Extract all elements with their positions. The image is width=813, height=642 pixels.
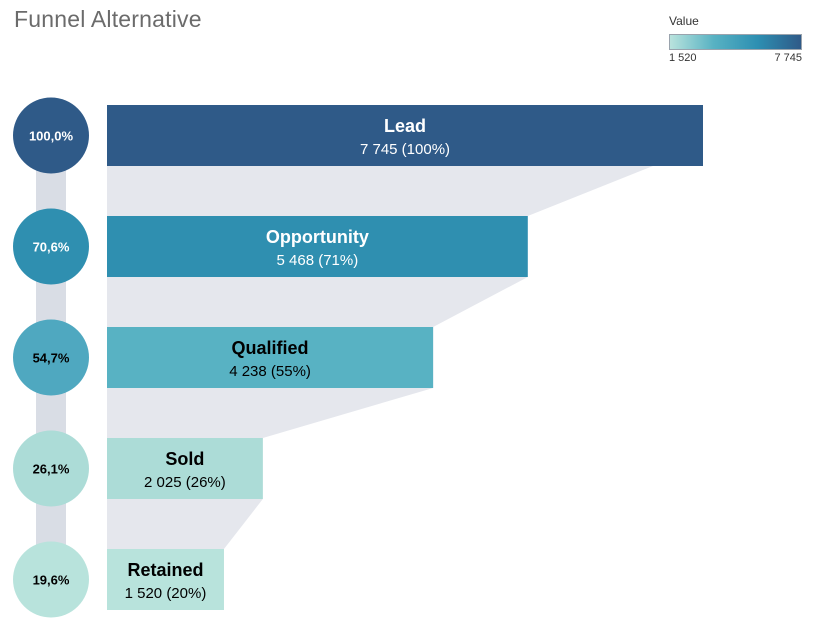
- percent-circle-retained: [13, 541, 89, 618]
- percent-label-qualified: 54,7%: [33, 351, 70, 366]
- percent-label-sold: 26,1%: [33, 462, 70, 477]
- legend-min-label: 1 520: [669, 52, 697, 64]
- legend-title: Value: [669, 14, 699, 28]
- percent-label-opportunity: 70,6%: [33, 240, 70, 255]
- bar-qualified: [107, 327, 434, 388]
- legend-max-label: 7 745: [774, 52, 802, 64]
- bar-label-qualified: Qualified: [232, 338, 309, 358]
- legend-gradient-bar: [669, 34, 802, 50]
- legend-labels: 1 520 7 745: [669, 52, 802, 66]
- percent-circle-lead: [13, 97, 89, 174]
- bar-label-opportunity: Opportunity: [266, 227, 369, 247]
- bar-label-retained: Retained: [127, 560, 203, 580]
- bar-value-label-sold: 2 025 (26%): [144, 474, 226, 491]
- percent-circle-opportunity: [13, 208, 89, 285]
- percent-circle-sold: [13, 430, 89, 507]
- bar-retained: [107, 549, 224, 610]
- bar-sold: [107, 438, 263, 499]
- bar-lead: [107, 105, 703, 166]
- bar-label-lead: Lead: [384, 116, 426, 136]
- percent-label-retained: 19,6%: [33, 573, 70, 588]
- percent-label-lead: 100,0%: [29, 129, 74, 144]
- bar-value-label-retained: 1 520 (20%): [125, 585, 207, 602]
- percent-circle-qualified: [13, 319, 89, 396]
- bar-opportunity: [107, 216, 528, 277]
- color-legend: Value 1 520 7 745: [669, 14, 802, 66]
- bar-value-label-lead: 7 745 (100%): [360, 141, 450, 158]
- bar-value-label-qualified: 4 238 (55%): [229, 363, 311, 380]
- bar-label-sold: Sold: [165, 449, 204, 469]
- bar-value-label-opportunity: 5 468 (71%): [277, 252, 359, 269]
- chart-title: Funnel Alternative: [14, 6, 202, 32]
